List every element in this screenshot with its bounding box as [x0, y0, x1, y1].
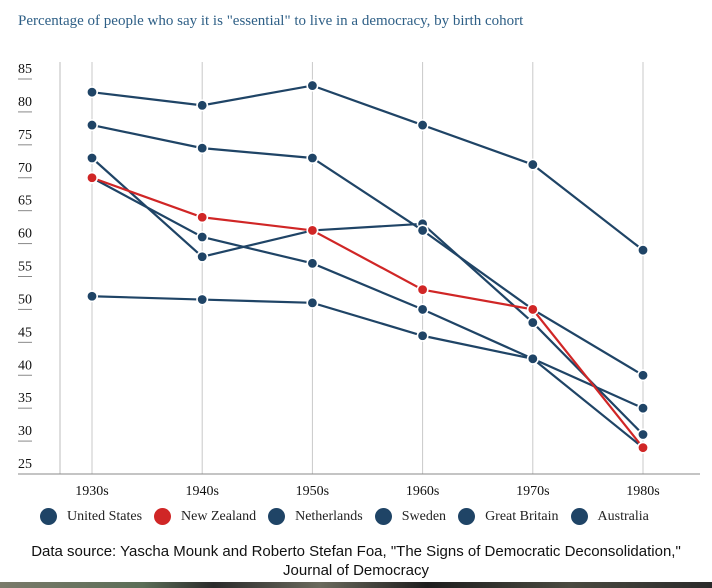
series-netherlands	[86, 79, 649, 257]
legend-label: Australia	[597, 508, 649, 524]
legend-item-great-britain[interactable]: Great Britain	[458, 508, 559, 525]
series-line-new-zealand	[91, 176, 644, 449]
series-group	[86, 79, 649, 454]
y-tick-label: 65	[18, 194, 32, 209]
y-tick-label: 40	[18, 358, 32, 373]
data-point-netherlands	[526, 158, 539, 171]
y-tick-label: 75	[18, 128, 32, 143]
data-point-great-britain	[306, 257, 319, 270]
series-line-netherlands	[91, 84, 644, 252]
data-point-united-states	[636, 428, 649, 441]
x-axis: 1930s 1940s 1950s 1960s 1970s 1980s	[75, 484, 659, 499]
data-point-sweden	[306, 152, 319, 165]
data-point-sweden	[196, 142, 209, 155]
bottom-image-strip	[0, 582, 712, 588]
x-tick-label: 1980s	[626, 484, 659, 499]
legend-label: New Zealand	[181, 508, 257, 524]
data-point-new-zealand	[636, 441, 649, 454]
x-tick-label: 1970s	[516, 484, 549, 499]
y-tick-label: 30	[18, 424, 32, 439]
legend-swatch	[374, 508, 392, 525]
series-line-sweden	[91, 124, 644, 377]
y-tick-label: 85	[18, 62, 32, 77]
source-line-1: Data source: Yascha Mounk and Roberto St…	[31, 543, 681, 560]
data-point-australia	[86, 290, 99, 303]
data-point-netherlands	[306, 79, 319, 92]
y-tick-label: 50	[18, 292, 32, 307]
data-point-new-zealand	[196, 211, 209, 224]
legend-swatch	[458, 508, 476, 525]
legend-label: Great Britain	[485, 508, 559, 524]
y-axis: 85 80 75 70 65 60 55 50 45 40 35 30 25	[18, 62, 32, 475]
source-line-2: Journal of Democracy	[283, 562, 429, 579]
line-chart: 85 80 75 70 65 60 55 50 45 40 35 30 25 1930s 1940s 195…	[18, 62, 700, 499]
series-line-australia	[91, 295, 644, 449]
data-point-great-britain	[196, 231, 209, 244]
x-tick-label: 1930s	[75, 484, 108, 499]
legend-item-new-zealand[interactable]: New Zealand	[154, 508, 256, 525]
data-point-great-britain	[416, 303, 429, 316]
data-point-united-states	[196, 250, 209, 263]
legend-label: Sweden	[401, 508, 447, 524]
x-tick-label: 1940s	[185, 484, 218, 499]
series-line-great-britain	[91, 176, 644, 410]
data-point-new-zealand	[416, 283, 429, 296]
series-new-zealand	[86, 171, 649, 454]
data-point-new-zealand	[526, 303, 539, 316]
legend-swatch	[154, 508, 172, 525]
x-tick-label: 1950s	[296, 484, 329, 499]
legend-item-netherlands[interactable]: Netherlands	[268, 508, 363, 525]
y-tick-label: 70	[18, 161, 32, 176]
legend: United States New Zealand Netherlands Swede…	[40, 508, 661, 525]
y-tick-label: 45	[18, 325, 32, 340]
data-point-netherlands	[416, 119, 429, 132]
data-point-united-states	[526, 316, 539, 329]
y-tick-label: 60	[18, 227, 32, 242]
data-source: Data source: Yascha Mounk and Roberto St…	[0, 542, 712, 580]
y-tick-label: 80	[18, 95, 32, 110]
legend-item-sweden[interactable]: Sweden	[374, 508, 447, 525]
legend-item-australia[interactable]: Australia	[570, 508, 649, 525]
data-point-australia	[306, 296, 319, 309]
data-point-new-zealand	[86, 171, 99, 184]
data-point-sweden	[636, 369, 649, 382]
data-point-united-states	[86, 152, 99, 165]
data-point-australia	[416, 329, 429, 342]
data-point-netherlands	[86, 86, 99, 99]
series-great-britain	[86, 171, 649, 415]
data-point-netherlands	[196, 99, 209, 112]
chart-title: Percentage of people who say it is "esse…	[18, 13, 524, 29]
data-point-australia	[526, 352, 539, 365]
y-tick-label: 25	[18, 457, 32, 472]
data-point-australia	[196, 293, 209, 306]
legend-label: Netherlands	[295, 508, 363, 524]
series-line-united-states	[91, 157, 644, 436]
data-point-new-zealand	[306, 224, 319, 237]
data-point-sweden	[416, 224, 429, 237]
data-point-netherlands	[636, 244, 649, 257]
y-tick-label: 55	[18, 260, 32, 275]
legend-swatch	[40, 508, 57, 525]
data-point-great-britain	[636, 402, 649, 415]
legend-label: United States	[67, 508, 143, 524]
y-tick-label: 35	[18, 391, 32, 406]
series-sweden	[86, 119, 649, 382]
series-united-states	[86, 152, 649, 441]
legend-swatch	[570, 508, 588, 525]
data-point-sweden	[86, 119, 99, 132]
legend-swatch	[268, 508, 286, 525]
x-tick-label: 1960s	[406, 484, 439, 499]
legend-item-united-states[interactable]: United States	[40, 508, 142, 525]
